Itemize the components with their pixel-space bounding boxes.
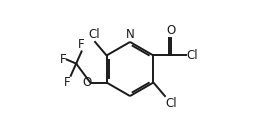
- Text: F: F: [60, 53, 66, 66]
- Text: O: O: [83, 76, 92, 89]
- Text: F: F: [78, 38, 85, 51]
- Text: Cl: Cl: [166, 97, 177, 110]
- Text: F: F: [63, 76, 70, 89]
- Text: N: N: [126, 28, 134, 41]
- Text: O: O: [166, 24, 176, 37]
- Text: Cl: Cl: [89, 28, 100, 41]
- Text: Cl: Cl: [186, 49, 198, 62]
